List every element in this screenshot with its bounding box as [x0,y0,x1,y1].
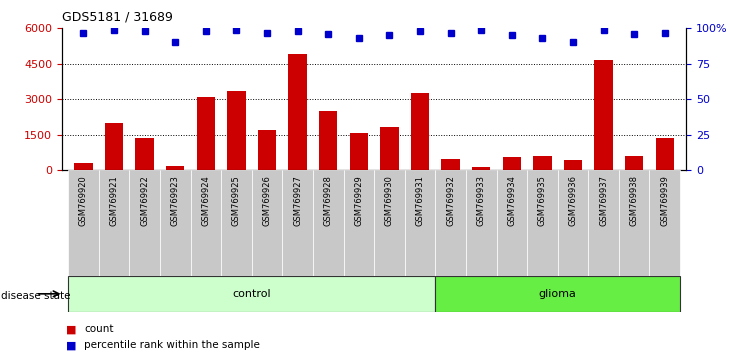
Bar [564,160,583,170]
Bar [344,170,374,276]
Bar [99,170,129,276]
Bar [404,170,435,276]
Bar [442,159,460,170]
Text: GSM769939: GSM769939 [660,175,669,226]
Bar [435,170,466,276]
Text: GSM769925: GSM769925 [232,175,241,226]
Bar [527,170,558,276]
Bar [350,133,368,170]
Bar [496,170,527,276]
Bar [196,97,215,170]
Bar [129,170,160,276]
Text: GSM769936: GSM769936 [569,175,577,226]
Bar [68,170,99,276]
Bar [594,60,612,170]
Text: GSM769930: GSM769930 [385,175,394,226]
Text: GSM769938: GSM769938 [630,175,639,226]
Text: GSM769933: GSM769933 [477,175,485,226]
Bar [656,138,674,170]
Text: GSM769932: GSM769932 [446,175,455,226]
Text: GSM769937: GSM769937 [599,175,608,226]
Text: GSM769935: GSM769935 [538,175,547,226]
Bar [380,127,399,170]
Text: GSM769928: GSM769928 [323,175,333,226]
Bar [533,156,552,170]
Text: GSM769927: GSM769927 [293,175,302,226]
Bar [650,170,680,276]
Text: GSM769929: GSM769929 [354,175,364,226]
Bar [160,170,191,276]
Text: GSM769934: GSM769934 [507,175,516,226]
Text: GSM769921: GSM769921 [110,175,118,226]
Bar [503,157,521,170]
Text: control: control [232,289,271,299]
Text: GSM769923: GSM769923 [171,175,180,226]
Bar [166,166,185,170]
Bar [68,276,435,312]
Bar [619,170,650,276]
Bar [374,170,404,276]
Bar [136,138,154,170]
Bar [313,170,344,276]
Bar [74,163,93,170]
Bar [411,93,429,170]
Text: GSM769920: GSM769920 [79,175,88,226]
Text: ■: ■ [66,324,76,334]
Bar [472,167,491,170]
Text: glioma: glioma [539,289,577,299]
Bar [435,276,680,312]
Bar [258,130,276,170]
Text: GSM769924: GSM769924 [201,175,210,226]
Text: GDS5181 / 31689: GDS5181 / 31689 [62,11,173,24]
Bar [558,170,588,276]
Bar [227,91,245,170]
Bar [191,170,221,276]
Text: disease state: disease state [1,291,71,301]
Bar [221,170,252,276]
Bar [283,170,313,276]
Text: percentile rank within the sample: percentile rank within the sample [84,340,260,350]
Text: count: count [84,324,113,334]
Text: GSM769926: GSM769926 [263,175,272,226]
Bar [105,123,123,170]
Bar [466,170,496,276]
Text: GSM769931: GSM769931 [415,175,425,226]
Bar [625,156,643,170]
Text: GSM769922: GSM769922 [140,175,149,226]
Bar [288,54,307,170]
Bar [252,170,283,276]
Text: ■: ■ [66,340,76,350]
Bar [588,170,619,276]
Bar [319,111,337,170]
